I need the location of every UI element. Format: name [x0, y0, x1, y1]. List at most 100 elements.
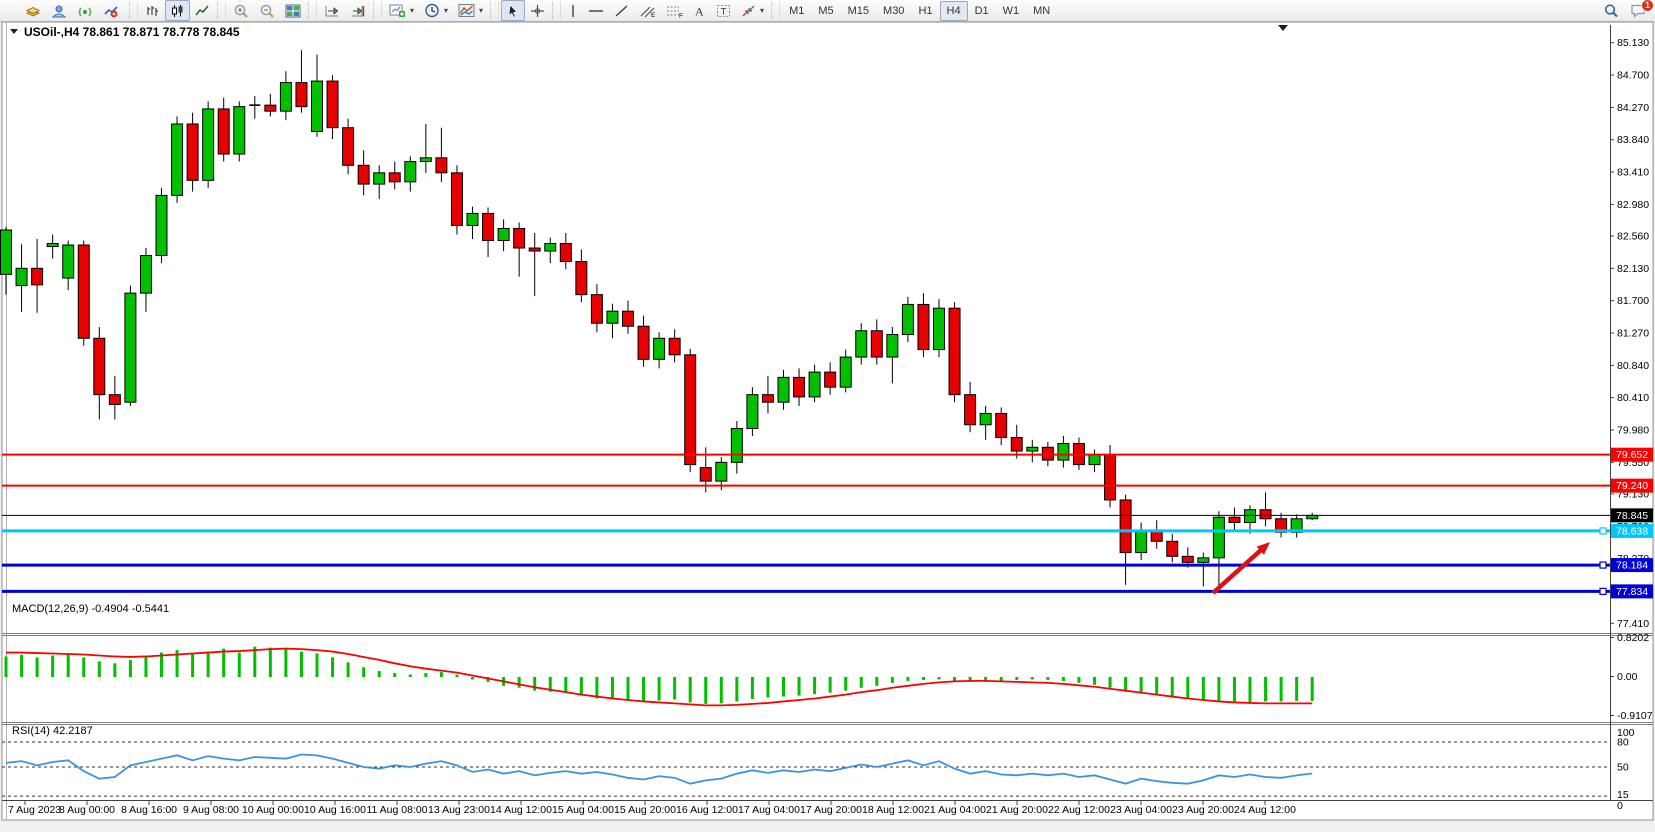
auto-scroll-button[interactable] — [319, 0, 345, 21]
candle-body — [155, 194, 168, 257]
candle-body — [1259, 509, 1272, 520]
equidistant-channel-tool-button[interactable]: E — [634, 0, 661, 21]
candle-body — [1057, 443, 1070, 461]
candle-body — [1088, 454, 1101, 466]
zoom-out-button[interactable] — [254, 0, 280, 21]
time-tick-label: 17 Aug 20:00 — [800, 804, 862, 816]
tile-windows-button[interactable] — [280, 0, 306, 21]
time-tick-label: 8 Aug 00:00 — [59, 804, 115, 816]
timeframe-mn-button[interactable]: MN — [1033, 4, 1051, 17]
candlestick-chart-button[interactable] — [165, 0, 190, 21]
price-badge-label: 79.240 — [1616, 480, 1648, 492]
candle-body — [404, 161, 417, 183]
vertical-line-tool-button[interactable] — [563, 0, 583, 21]
accounts-button[interactable] — [46, 0, 72, 21]
chart-shift-icon — [352, 5, 365, 16]
bar-chart-button[interactable] — [140, 0, 165, 21]
chart-title: USOil-,H4 78.861 78.871 78.778 78.845 — [24, 25, 240, 39]
timeframe-d1-button[interactable]: D1 — [974, 4, 989, 17]
price-line-handle[interactable] — [1599, 561, 1607, 569]
dropdown-caret-icon[interactable]: ▾ — [410, 6, 415, 15]
cursor-icon — [508, 3, 518, 18]
zoom-in-button[interactable] — [228, 0, 254, 21]
time-tick-label: 21 Aug 04:00 — [924, 804, 986, 816]
label-t-icon: T — [717, 4, 731, 17]
candle-body — [979, 412, 992, 426]
price-tick-label: 80.410 — [1617, 392, 1649, 404]
chat-badge: 1 — [1641, 0, 1654, 12]
price-badge-label: 78.638 — [1616, 525, 1648, 537]
candle-body — [839, 356, 852, 388]
timeframe-m15-button[interactable]: M15 — [847, 4, 870, 17]
candle-body — [793, 376, 806, 398]
history-center-button[interactable] — [20, 0, 46, 21]
chart-symbol-dropdown-icon[interactable] — [10, 29, 18, 34]
candle-body — [575, 261, 588, 296]
autotrade-icon — [104, 5, 118, 17]
text-tool-button[interactable]: A — [688, 0, 711, 21]
timeframe-m30-button[interactable]: M30 — [883, 4, 905, 17]
chart-shift-button[interactable] — [345, 0, 371, 21]
candle-body — [1104, 454, 1117, 501]
candle-body — [995, 412, 1008, 439]
arrow-annotation-head[interactable] — [1256, 542, 1270, 555]
candle-body — [917, 303, 930, 351]
arrow-annotation[interactable] — [1211, 545, 1266, 595]
timeframe-m1-button[interactable]: M1 — [789, 4, 805, 17]
arrows-tool-button[interactable]: ▾ — [736, 0, 769, 21]
signal-icon — [78, 6, 92, 17]
gold-docs-icon — [25, 6, 41, 17]
cursor-tool-button[interactable] — [501, 0, 526, 21]
trendline-tool-button[interactable] — [609, 0, 634, 21]
svg-text:E: E — [651, 12, 656, 18]
new-chart-button[interactable]: ▾ — [384, 0, 419, 21]
price-tick-label: 83.840 — [1617, 134, 1649, 146]
periods-button[interactable]: ▾ — [419, 0, 453, 21]
horizontal-line-tool-button[interactable] — [583, 0, 609, 21]
period-clock-icon — [425, 3, 439, 18]
chat-button[interactable]: 1 — [1630, 0, 1654, 18]
candle-body — [590, 294, 603, 324]
timeframe-m5-button[interactable]: M5 — [818, 4, 834, 17]
candle-body — [466, 212, 479, 226]
zoom-out-icon — [260, 4, 274, 18]
line-chart-button[interactable] — [190, 0, 215, 21]
toolbar-search-button[interactable] — [1598, 0, 1624, 21]
candle-body — [31, 267, 44, 286]
price-line-handle[interactable] — [1599, 587, 1607, 595]
toolbar-separator — [373, 2, 382, 19]
candle-body — [357, 164, 370, 185]
candle-body — [901, 303, 914, 336]
new-chart-icon — [389, 4, 405, 17]
time-tick-label: 24 Aug 12:00 — [1234, 804, 1296, 816]
crosshair-tool-button[interactable] — [525, 0, 550, 21]
dropdown-caret-icon[interactable]: ▾ — [444, 6, 449, 15]
dropdown-caret-icon[interactable]: ▾ — [479, 6, 484, 15]
time-tick-label: 7 Aug 2023 — [8, 804, 61, 816]
candle-body — [77, 244, 90, 339]
candle-body — [761, 394, 774, 403]
candle-body — [435, 157, 448, 174]
fibonacci-tool-button[interactable]: F — [661, 0, 688, 21]
price-badge — [1611, 584, 1653, 599]
timeframe-h1-button[interactable]: H1 — [918, 4, 933, 17]
toolbar-separator — [771, 2, 781, 19]
text-label-tool-button[interactable]: T — [711, 0, 736, 21]
candle-body — [1212, 516, 1225, 559]
candle-body — [264, 104, 277, 112]
subwindow-collapse-icon[interactable] — [1278, 25, 1288, 31]
candle-body — [1026, 446, 1039, 452]
timeframe-w1-button[interactable]: W1 — [1002, 4, 1020, 17]
price-line-handle[interactable] — [1599, 527, 1607, 535]
macd-signal-line — [6, 647, 1313, 707]
indicators-button[interactable]: ▾ — [453, 0, 488, 21]
tile-windows-icon — [285, 4, 301, 17]
autotrading-button[interactable] — [98, 0, 127, 21]
signals-button[interactable] — [72, 0, 98, 21]
candle-body — [746, 394, 759, 430]
candle-body — [730, 428, 743, 463]
timeframe-h4-button[interactable]: H4 — [939, 0, 968, 21]
candle-body — [637, 325, 650, 360]
dropdown-caret-icon[interactable]: ▾ — [760, 6, 765, 15]
macd-tick-label: 0.8202 — [1617, 632, 1649, 644]
